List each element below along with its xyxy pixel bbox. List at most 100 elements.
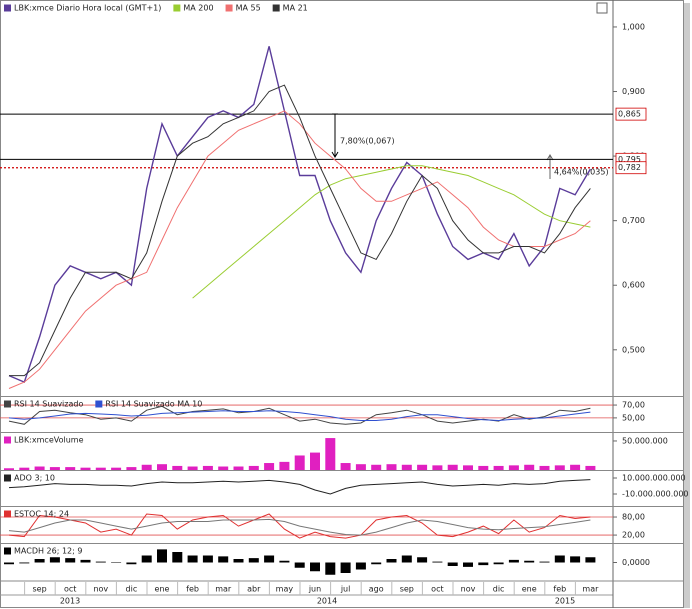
bar: [401, 555, 412, 563]
bar: [554, 465, 565, 470]
y-tick-label: 0,900: [622, 87, 645, 96]
bar: [478, 562, 489, 566]
bar: [80, 559, 91, 563]
bar: [447, 562, 458, 566]
bar: [340, 562, 351, 573]
bar: [172, 552, 183, 563]
bar: [34, 559, 45, 563]
bar: [202, 465, 213, 470]
y-tick-label: 0,700: [622, 216, 645, 225]
bar: [585, 465, 596, 470]
x-tick-label: sep: [33, 585, 47, 594]
bar: [157, 549, 167, 563]
bar: [325, 562, 336, 575]
bar: [141, 555, 152, 563]
series-line: [8, 110, 591, 389]
bar: [65, 558, 76, 563]
bar: [432, 561, 443, 563]
bar: [554, 555, 565, 563]
bar: [524, 560, 535, 563]
level-label-box: [615, 107, 647, 121]
legend-entry: MA 200: [183, 4, 213, 13]
bar: [4, 468, 14, 470]
bar: [493, 465, 504, 470]
year-label: 2014: [317, 597, 337, 606]
bar: [355, 464, 366, 470]
bar: [508, 559, 519, 563]
y-tick-label: 10.000.000.000: [622, 474, 686, 483]
level-label-box: [615, 161, 647, 175]
legend-entry: LBK:xmceVolume: [14, 436, 84, 445]
level-label: 0,795: [618, 155, 641, 164]
bar: [19, 562, 30, 564]
series-line: [8, 513, 591, 539]
x-tick-label: sep: [400, 585, 414, 594]
series-line: [8, 518, 591, 536]
bar: [95, 561, 106, 563]
bar: [508, 465, 519, 470]
x-tick-label: oct: [64, 585, 76, 594]
y-tick-label: 1,000: [622, 22, 645, 31]
y-tick-label: 50.000.000: [622, 436, 668, 445]
window-button[interactable]: [596, 2, 608, 14]
bar: [80, 467, 91, 470]
y-tick-label: -10.000.000.000: [622, 490, 689, 499]
bar: [570, 556, 581, 563]
series-line: [8, 479, 591, 495]
bar: [172, 465, 183, 470]
bar: [233, 559, 244, 563]
y-tick-label: 0,0000: [622, 558, 650, 567]
legend-entry: MA 21: [283, 4, 308, 13]
x-tick-label: ago: [369, 585, 384, 594]
x-tick-label: dic: [126, 585, 138, 594]
x-tick-label: nov: [93, 585, 108, 594]
bar: [279, 461, 290, 470]
bar: [126, 562, 137, 565]
x-tick-label: nov: [461, 585, 476, 594]
y-tick-label: 20,00: [622, 531, 645, 540]
bar: [463, 562, 473, 567]
bar: [539, 465, 550, 470]
level-label: 0,865: [618, 110, 641, 119]
bar: [524, 464, 535, 470]
bar: [4, 562, 14, 565]
legend-swatch: [4, 510, 11, 518]
bar: [432, 465, 443, 470]
legend-entry: ESTOC 14; 24: [14, 510, 69, 519]
x-tick-label: dic: [493, 585, 505, 594]
legend-swatch: [4, 436, 11, 444]
y-tick-label: 0,500: [622, 345, 645, 354]
legend-swatch: [4, 474, 11, 482]
bar: [264, 463, 275, 470]
bar: [95, 467, 106, 470]
bar: [417, 464, 428, 470]
bar: [294, 562, 305, 568]
series-line: [9, 84, 591, 377]
bar: [264, 555, 275, 563]
bar: [294, 455, 305, 470]
bar: [310, 562, 320, 572]
bar: [157, 464, 167, 470]
bar: [111, 562, 122, 563]
series-line: [8, 410, 591, 422]
bar: [371, 464, 382, 470]
legend-swatch: [4, 400, 11, 408]
bar: [49, 557, 60, 563]
bar: [65, 467, 76, 470]
x-tick-label: mar: [215, 585, 232, 594]
x-tick-label: ene: [155, 585, 170, 594]
x-tick-label: mar: [582, 585, 599, 594]
legend-entry: ADO 3; 10: [14, 474, 55, 483]
year-label: 2013: [60, 597, 80, 606]
bar: [463, 465, 473, 470]
bar: [218, 556, 229, 563]
year-label: 2015: [555, 597, 575, 606]
bar: [539, 561, 550, 563]
bar: [279, 560, 290, 563]
annotation: 7,80%(0,067): [340, 137, 395, 146]
y-tick-label: 70,00: [622, 401, 645, 410]
legend-swatch: [225, 4, 233, 12]
legend-swatch: [272, 4, 280, 12]
legend-entry: LBK:xmce Diario Hora local (GMT+1): [14, 4, 161, 13]
legend-swatch: [4, 4, 11, 12]
